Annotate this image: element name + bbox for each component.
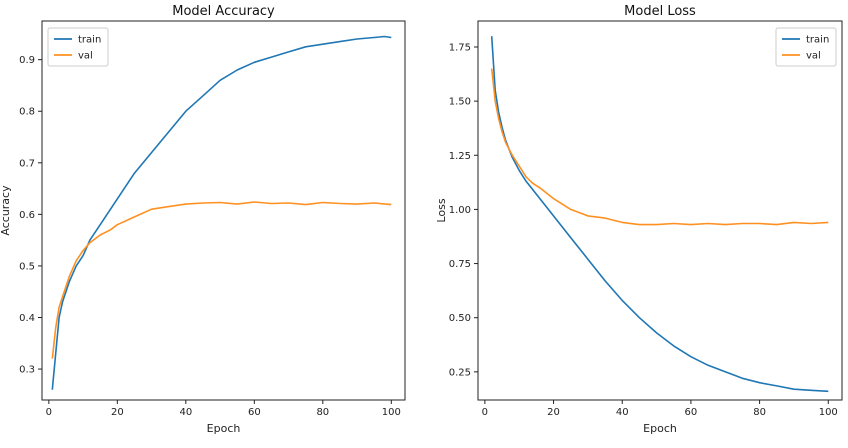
accuracy-chart: Model Accuracy 0 20 40 60 80 100 0.3 0.4 0.5 0.6 0.… <box>0 4 406 435</box>
accuracy-ytick-label: 0.9 <box>19 55 35 66</box>
accuracy-val-line <box>51 201 392 359</box>
accuracy-xtick-label: 20 <box>111 407 124 418</box>
loss-ytick-label: 1.75 <box>449 42 471 53</box>
loss-legend-box <box>775 27 837 67</box>
accuracy-legend-label-train: train <box>78 35 101 46</box>
loss-axes-frame <box>477 20 843 401</box>
accuracy-legend-box <box>47 27 109 67</box>
loss-val-line <box>490 68 829 226</box>
loss-ytick-label: 1.00 <box>449 205 471 216</box>
accuracy-xtick-label: 40 <box>179 407 192 418</box>
accuracy-ytick-label: 0.7 <box>19 158 35 169</box>
accuracy-title: Model Accuracy <box>172 4 275 19</box>
loss-xtick-label: 80 <box>753 407 766 418</box>
accuracy-xtick-label: 100 <box>382 407 401 418</box>
loss-xtick-label: 60 <box>685 407 698 418</box>
accuracy-ytick-label: 0.3 <box>19 365 35 376</box>
loss-ylabel: Loss <box>435 198 448 222</box>
accuracy-xlabel: Epoch <box>207 422 241 435</box>
loss-ytick-label: 0.75 <box>449 259 471 270</box>
accuracy-ytick-label: 0.8 <box>19 107 35 118</box>
accuracy-ytick-label: 0.6 <box>19 210 35 221</box>
accuracy-legend: train val <box>47 27 109 67</box>
loss-ytick-label: 0.25 <box>449 367 471 378</box>
loss-xtick-label: 100 <box>819 407 838 418</box>
accuracy-ytick-label: 0.5 <box>19 261 35 272</box>
accuracy-legend-label-val: val <box>78 51 93 62</box>
loss-ytick-label: 1.25 <box>449 151 471 162</box>
loss-train-line <box>490 36 829 393</box>
accuracy-ytick-label: 0.4 <box>19 313 35 324</box>
loss-xtick-label: 40 <box>616 407 629 418</box>
loss-legend-label-val: val <box>806 51 821 62</box>
loss-chart: Model Loss 0 20 40 60 80 100 0.25 0.50 0.75 1.00 1.… <box>435 4 843 435</box>
loss-legend-label-train: train <box>806 35 829 46</box>
loss-xlabel: Epoch <box>643 422 677 435</box>
accuracy-axes-frame <box>41 20 406 401</box>
accuracy-xtick-label: 0 <box>46 407 52 418</box>
loss-ytick-label: 1.50 <box>449 97 471 108</box>
accuracy-ylabel: Accuracy <box>0 185 12 236</box>
accuracy-train-line <box>51 35 392 390</box>
loss-title: Model Loss <box>624 4 696 19</box>
loss-xtick-label: 20 <box>547 407 560 418</box>
loss-ytick-label: 0.50 <box>449 313 471 324</box>
loss-xtick-label: 0 <box>482 407 488 418</box>
accuracy-xtick-label: 80 <box>316 407 329 418</box>
accuracy-xtick-label: 60 <box>248 407 261 418</box>
loss-legend: train val <box>775 27 837 67</box>
